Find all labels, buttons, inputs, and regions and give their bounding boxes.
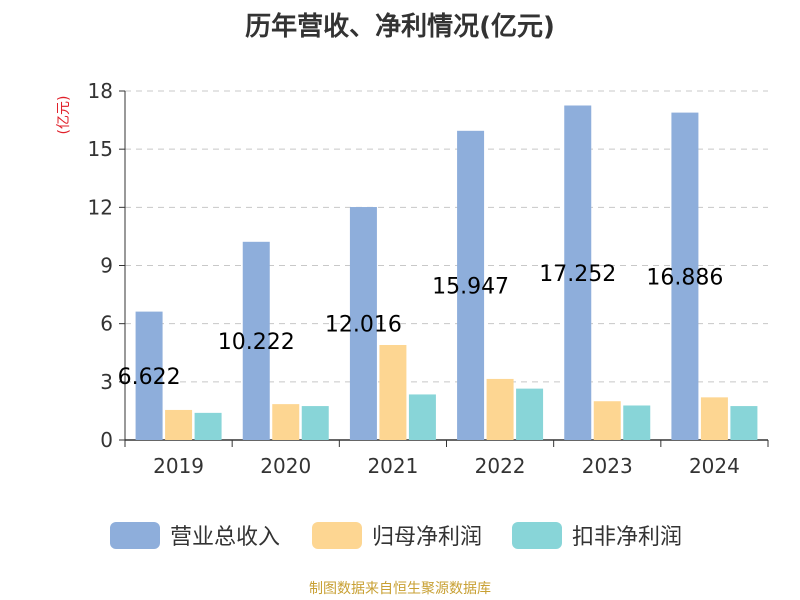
y-tick-label: 9 <box>100 254 113 278</box>
bar <box>516 388 544 440</box>
data-label: 15.947 <box>432 274 509 299</box>
data-label: 10.222 <box>218 330 295 355</box>
bar <box>730 406 758 440</box>
legend-label: 扣非净利润 <box>572 525 682 550</box>
bar <box>135 311 163 440</box>
data-label: 12.016 <box>325 313 402 338</box>
bar <box>486 378 514 440</box>
legend-swatch <box>110 522 160 549</box>
legend-swatch <box>312 522 362 549</box>
bar <box>272 404 300 440</box>
y-tick-label: 18 <box>88 79 113 103</box>
bars <box>135 105 758 441</box>
bar <box>301 406 329 440</box>
legend-item[interactable]: 归母净利润 <box>312 522 482 550</box>
bar <box>379 344 407 440</box>
grid-lines <box>125 90 768 383</box>
data-label: 17.252 <box>539 262 616 287</box>
legend-swatch <box>512 522 562 549</box>
bar <box>623 405 651 440</box>
bar <box>242 241 270 440</box>
axes: 0 3 6 9 12 15 18 (亿元) 2019 2020 2021 2022 2023 2024 <box>56 79 769 478</box>
bar <box>671 112 699 441</box>
x-tick-label: 2019 <box>153 454 204 478</box>
bar <box>700 397 728 440</box>
x-tick-label: 2021 <box>367 454 418 478</box>
legend-label: 营业总收入 <box>170 525 280 550</box>
chart-title: 历年营收、净利情况(亿元) <box>245 12 555 42</box>
x-tick-label: 2020 <box>260 454 311 478</box>
bar <box>408 394 436 440</box>
data-label: 16.886 <box>646 265 723 290</box>
bar <box>349 207 377 440</box>
y-tick-label: 12 <box>88 195 113 219</box>
legend[interactable]: 营业总收入 归母净利润 扣非净利润 <box>110 522 682 550</box>
legend-label: 归母净利润 <box>372 525 482 550</box>
bar <box>593 401 621 440</box>
bar <box>564 105 592 440</box>
legend-item[interactable]: 扣非净利润 <box>512 522 682 550</box>
x-tick-label: 2022 <box>475 454 526 478</box>
data-label: 6.622 <box>118 365 181 390</box>
bar <box>165 409 193 440</box>
y-tick-label: 3 <box>100 370 113 394</box>
x-tick-label: 2024 <box>689 454 740 478</box>
bar <box>457 130 485 440</box>
legend-item[interactable]: 营业总收入 <box>110 522 280 550</box>
y-tick-label: 6 <box>100 312 113 336</box>
data-labels: 6.622 10.222 12.016 15.947 17.252 16.886 <box>118 262 724 390</box>
x-tick-label: 2023 <box>582 454 633 478</box>
bar <box>194 412 222 440</box>
source-note: 制图数据来自恒生聚源数据库 <box>309 581 491 597</box>
y-tick-label: 15 <box>88 137 113 161</box>
y-axis-unit-label: (亿元) <box>56 96 72 135</box>
y-tick-label: 0 <box>100 428 113 452</box>
